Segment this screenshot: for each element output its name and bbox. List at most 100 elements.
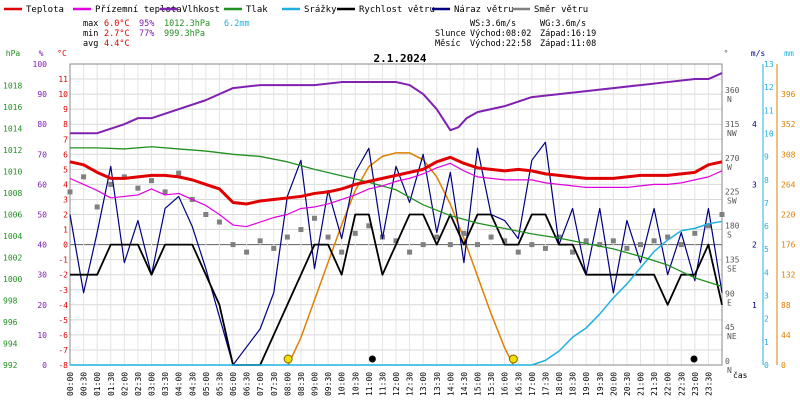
hpa-tick-label: 1016 (3, 103, 22, 112)
wind-direction-point (692, 230, 698, 236)
wind-direction-point (651, 238, 657, 244)
x-tick-label: 21:00 (637, 372, 646, 396)
direction-compass-label: NW (727, 129, 737, 138)
humidity-tick-label: 100 (33, 60, 48, 69)
x-tick-label: 15:00 (474, 372, 483, 396)
stat-wg: WG:3.6m/s (540, 19, 586, 29)
stat-max-label: max (83, 19, 98, 29)
temp-tick-label: 6 (63, 150, 68, 159)
direction-tick-label: 135 (725, 255, 740, 264)
gust-series-line (69, 141, 723, 366)
x-tick-label: 17:00 (528, 372, 537, 396)
humidity-tick-label: 40 (37, 241, 47, 250)
direction-compass-label: S (727, 231, 732, 240)
rain-tick-label: 9 (764, 153, 769, 162)
wind-direction-point (665, 234, 671, 240)
temp-tick-label: -7 (58, 346, 68, 355)
x-tick-label: 03:30 (161, 372, 170, 396)
humidity-tick-label: 90 (37, 90, 47, 99)
hpa-tick-label: 1010 (3, 168, 22, 177)
wind-direction-point (271, 245, 277, 251)
radiation-tick-label: 88 (781, 301, 791, 310)
legend-label: Náraz větru (454, 5, 514, 15)
x-tick-label: 01:30 (107, 372, 116, 396)
axis-unit: m/s (751, 49, 766, 58)
hpa-tick-label: 992 (3, 361, 18, 370)
temp-tick-label: 5 (63, 165, 68, 174)
x-tick-label: 22:30 (677, 372, 686, 396)
wind-direction-point (542, 245, 548, 251)
wind-direction-point (325, 234, 331, 240)
x-tick-label: 05:30 (215, 372, 224, 396)
wind-direction-point (570, 249, 576, 255)
direction-tick-label: 180 (725, 222, 740, 231)
temp-tick-label: 4 (63, 180, 68, 189)
direction-tick-label: 360 (725, 86, 740, 95)
sunrise-marker (283, 354, 293, 364)
sun-rise: Východ:08:02 (470, 29, 531, 39)
rain-tick-label: 8 (764, 176, 769, 185)
radiation-tick-label: 44 (781, 331, 791, 340)
direction-compass-label: N (727, 95, 732, 104)
direction-compass-label: NE (727, 332, 737, 341)
wind-direction-point (244, 249, 250, 255)
wind-direction-point (678, 242, 684, 248)
x-tick-label: 00:00 (66, 372, 75, 396)
radiation-tick-label: 396 (781, 90, 796, 99)
x-tick-label: 10:00 (338, 372, 347, 396)
stats-block: max 6.0°C 95% 1012.3hPa 6.2mm min 2.7°C … (83, 19, 596, 49)
hpa-tick-label: 1004 (3, 232, 22, 241)
legend-label: Teplota (26, 5, 64, 15)
x-axis: 00:00 00:30 01:00 01:30 02:00 02:30 03:00 03:30… (66, 370, 748, 396)
sun-set: Západ:16:19 (540, 29, 596, 39)
temperature-series-line (69, 155, 723, 206)
x-tick-label: 04:30 (188, 372, 197, 396)
hpa-tick-label: 1014 (3, 125, 22, 134)
rain-tick-label: 13 (764, 60, 774, 69)
wind-direction-point (475, 242, 480, 248)
wind-direction-point (515, 249, 521, 255)
wind-tick-label: 3 (752, 180, 757, 189)
wind-direction-point (108, 181, 114, 187)
hpa-tick-label: 1008 (3, 189, 22, 198)
hpa-tick-label: 1012 (3, 146, 22, 155)
humidity-tick-label: 60 (37, 180, 47, 189)
radiation-tick-label: 352 (781, 120, 796, 129)
x-tick-label: 11:30 (378, 372, 387, 396)
hpa-tick-label: 1018 (3, 82, 22, 91)
grid (69, 63, 723, 366)
radiation-tick-label: 0 (781, 361, 786, 370)
temp-tick-label: -3 (58, 286, 68, 295)
x-tick-label: 23:00 (691, 372, 700, 396)
stat-min-press: 999.3hPa (164, 29, 205, 39)
legend: Teplota Přízemní teplota Vlhkost Tlak Srážky… (4, 5, 588, 15)
direction-tick-label: 45 (725, 323, 735, 332)
stat-min-hum: 77% (139, 29, 154, 39)
stat-ws: WS:3.6m/s (470, 19, 516, 29)
x-tick-label: 21:30 (650, 372, 659, 396)
humidity-tick-label: 10 (37, 331, 47, 340)
humidity-tick-label: 20 (37, 301, 47, 310)
wind-direction-point (135, 185, 141, 191)
x-tick-label: 09:00 (311, 372, 320, 396)
wind-direction-point (162, 189, 168, 195)
hpa-tick-label: 994 (3, 340, 18, 349)
stat-avg-temp: 4.4°C (104, 39, 130, 49)
humidity-tick-label: 70 (37, 150, 47, 159)
stat-avg-label: avg (83, 39, 98, 49)
radiation-tick-label: 264 (781, 180, 796, 189)
rain-tick-label: 4 (764, 268, 769, 277)
wind-direction-point (298, 227, 304, 233)
wind-direction-point (352, 230, 358, 236)
stat-max-press: 1012.3hPa (164, 19, 210, 29)
x-tick-label: 18:30 (569, 372, 578, 396)
temp-tick-label: 0 (63, 241, 68, 250)
x-tick-label: 15:30 (487, 372, 496, 396)
stat-max-hum: 95% (139, 19, 154, 29)
moon-label: Měsíc (435, 39, 461, 49)
radiation-tick-label: 176 (781, 241, 796, 250)
plot-area (67, 72, 725, 366)
x-tick-label: 18:00 (555, 372, 564, 396)
radiation-curve (287, 152, 515, 366)
